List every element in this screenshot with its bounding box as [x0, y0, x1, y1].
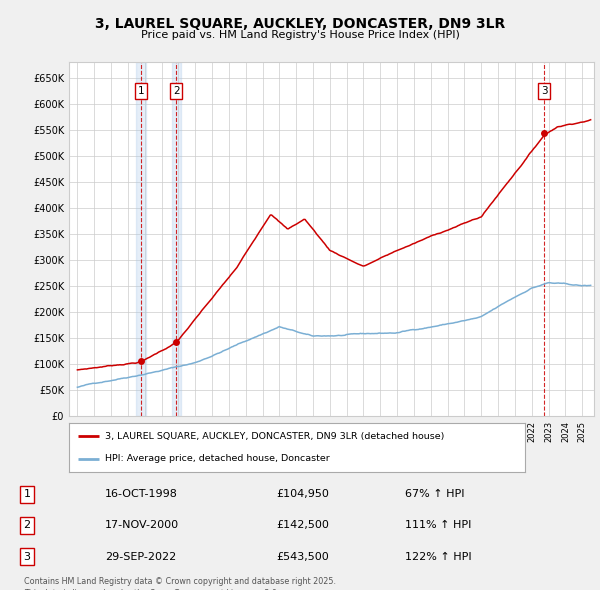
Text: Contains HM Land Registry data © Crown copyright and database right 2025.
This d: Contains HM Land Registry data © Crown c… — [24, 577, 336, 590]
Text: 16-OCT-1998: 16-OCT-1998 — [105, 489, 178, 499]
Text: 1: 1 — [138, 86, 145, 96]
Text: £104,950: £104,950 — [276, 489, 329, 499]
Text: 122% ↑ HPI: 122% ↑ HPI — [405, 552, 472, 562]
Bar — [136, 62, 146, 416]
Text: 1: 1 — [23, 489, 31, 499]
Text: 3: 3 — [23, 552, 31, 562]
Text: 3, LAUREL SQUARE, AUCKLEY, DONCASTER, DN9 3LR: 3, LAUREL SQUARE, AUCKLEY, DONCASTER, DN… — [95, 17, 505, 31]
Text: £543,500: £543,500 — [276, 552, 329, 562]
Text: 3, LAUREL SQUARE, AUCKLEY, DONCASTER, DN9 3LR (detached house): 3, LAUREL SQUARE, AUCKLEY, DONCASTER, DN… — [106, 432, 445, 441]
Text: 111% ↑ HPI: 111% ↑ HPI — [405, 520, 472, 530]
Text: 3: 3 — [541, 86, 548, 96]
Bar — [172, 62, 181, 416]
Text: Price paid vs. HM Land Registry's House Price Index (HPI): Price paid vs. HM Land Registry's House … — [140, 30, 460, 40]
Text: 29-SEP-2022: 29-SEP-2022 — [105, 552, 176, 562]
Text: 67% ↑ HPI: 67% ↑ HPI — [405, 489, 464, 499]
Text: £142,500: £142,500 — [276, 520, 329, 530]
Text: 2: 2 — [23, 520, 31, 530]
Text: 2: 2 — [173, 86, 179, 96]
Text: 17-NOV-2000: 17-NOV-2000 — [105, 520, 179, 530]
Text: HPI: Average price, detached house, Doncaster: HPI: Average price, detached house, Donc… — [106, 454, 330, 463]
